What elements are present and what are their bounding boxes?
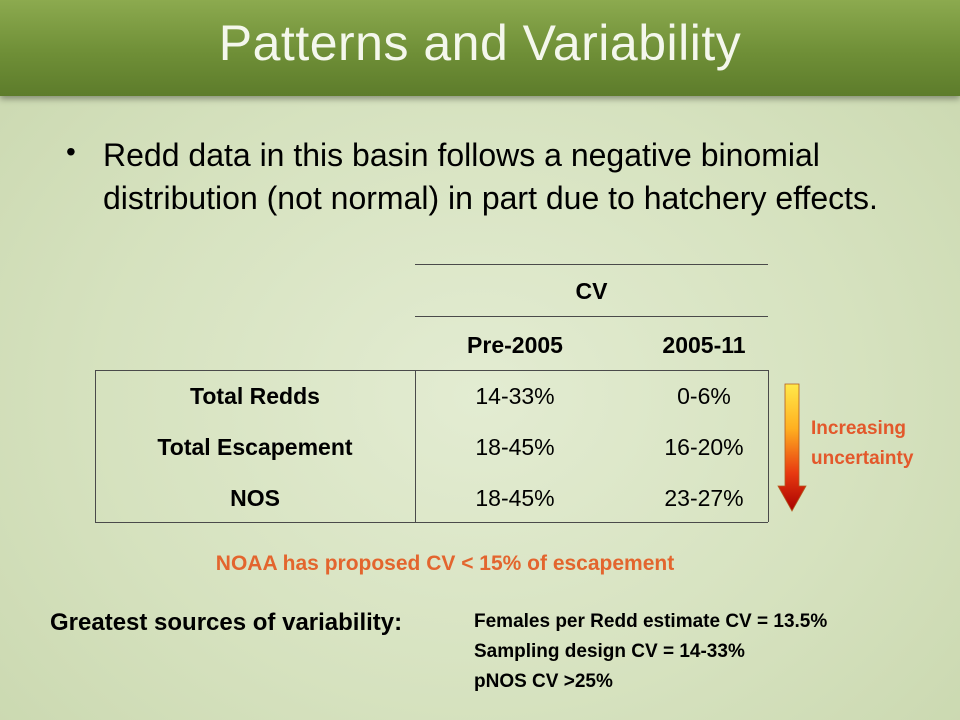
bullet-dot-icon: • xyxy=(66,136,76,167)
cell-nos-pre2005: 18-45% xyxy=(475,485,555,511)
noaa-note: NOAA has proposed CV < 15% of escapement xyxy=(215,552,675,575)
row-label-total-redds: Total Redds xyxy=(190,383,320,409)
cv-group-header: CV xyxy=(575,278,608,304)
table-right-border xyxy=(768,370,769,522)
row-label-total-escapement: Total Escapement xyxy=(157,434,353,460)
column-header-pre2005: Pre-2005 xyxy=(467,332,563,358)
column-header-underline xyxy=(95,370,768,371)
list-item: pNOS CV >25% xyxy=(474,671,613,692)
sources-list: Females per Redd estimate CV = 13.5% Sam… xyxy=(474,607,827,697)
uncertainty-line-1: Increasing xyxy=(811,418,907,439)
cell-total-redds-pre2005: 14-33% xyxy=(475,383,555,409)
title-bar: Patterns and Variability xyxy=(0,0,960,96)
cell-total-escapement-2005-11: 16-20% xyxy=(664,434,744,460)
slide-title: Patterns and Variability xyxy=(218,15,742,71)
table-left-border xyxy=(95,370,96,522)
bullet-text: Redd data in this basin follows a negati… xyxy=(103,137,878,216)
table-bottom-border xyxy=(95,522,768,523)
row-label-nos: NOS xyxy=(230,485,280,511)
list-item: Females per Redd estimate CV = 13.5% xyxy=(474,611,828,632)
column-header-2005-11: 2005-11 xyxy=(662,332,746,358)
table-top-border xyxy=(415,264,768,265)
uncertainty-arrow-icon xyxy=(776,382,808,514)
table-label-divider xyxy=(415,370,416,522)
cv-header-underline xyxy=(415,316,768,317)
cell-total-redds-2005-11: 0-6% xyxy=(677,383,731,409)
list-item: Sampling design CV = 14-33% xyxy=(474,641,745,662)
sources-label: Greatest sources of variability: xyxy=(50,609,403,636)
cell-nos-2005-11: 23-27% xyxy=(664,485,744,511)
cell-total-escapement-pre2005: 18-45% xyxy=(475,434,555,460)
uncertainty-line-2: uncertainty xyxy=(811,448,914,469)
uncertainty-label: Increasing uncertainty xyxy=(811,414,913,474)
